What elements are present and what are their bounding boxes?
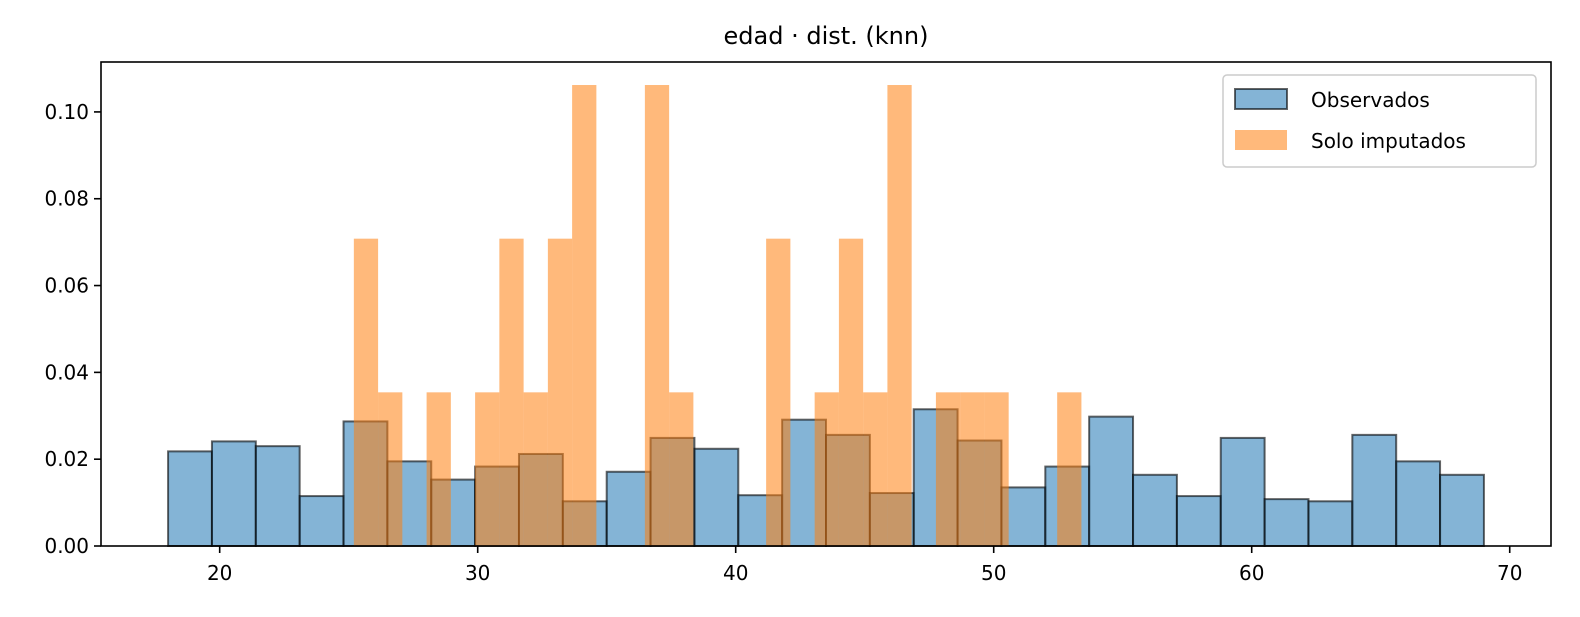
bar-observados-25 (1263, 498, 1310, 547)
x-tick-label-20: 20 (207, 561, 232, 585)
chart-title: edad · dist. (knn) (724, 22, 929, 50)
bar-observados-28 (1395, 460, 1442, 548)
legend-swatch-observados (1234, 88, 1288, 110)
y-tick-label-1: 0.02 (44, 447, 89, 471)
bar-solo-imputados-22 (887, 85, 912, 546)
bar-observados-2 (254, 445, 301, 547)
bar-observados-24 (1219, 436, 1266, 547)
bar-solo-imputados-19 (814, 392, 839, 546)
bar-observados-12 (693, 447, 740, 547)
x-axis: 20 30 40 50 60 70 (207, 546, 1522, 585)
bar-observados-0 (167, 450, 213, 547)
y-axis: 0.00 0.02 0.04 0.06 0.08 0.10 (44, 100, 101, 558)
legend-box (1222, 74, 1537, 168)
bar-solo-imputados-5 (475, 392, 500, 546)
bar-solo-imputados-8 (547, 238, 573, 547)
axes-frame (100, 61, 1552, 547)
y-tick-label-4: 0.08 (44, 187, 89, 211)
x-tick-label-50: 50 (981, 561, 1006, 585)
x-tick-label-70: 70 (1497, 561, 1522, 585)
bar-observados-1 (210, 440, 257, 548)
bar-observados-27 (1351, 433, 1398, 548)
x-tick-label-30: 30 (465, 561, 490, 585)
bar-solo-imputados-1 (378, 392, 403, 546)
y-tick-label-5: 0.10 (44, 100, 89, 124)
bar-observados-3 (298, 495, 345, 547)
x-tick-label-40: 40 (723, 561, 748, 585)
bar-solo-imputados-29 (1057, 392, 1082, 546)
y-tick-label-0: 0.00 (44, 534, 89, 558)
legend-label-observados: Observados (1311, 88, 1430, 112)
bar-solo-imputados-24 (935, 392, 961, 546)
bar-solo-imputados-17 (766, 238, 791, 547)
bar-solo-imputados-9 (572, 85, 597, 546)
x-tick-label-60: 60 (1239, 561, 1264, 585)
legend-swatch-solo-imputados (1235, 130, 1287, 150)
series-solo-imputados (353, 85, 1082, 547)
y-tick-label-3: 0.06 (44, 274, 89, 298)
bar-solo-imputados-21 (863, 392, 888, 546)
bar-solo-imputados-7 (523, 392, 548, 546)
y-tick-label-2: 0.04 (44, 360, 89, 384)
bar-solo-imputados-0 (353, 238, 379, 547)
bar-observados-10 (605, 470, 652, 547)
bar-observados-23 (1175, 495, 1222, 547)
bar-observados-26 (1307, 500, 1354, 548)
bar-solo-imputados-13 (669, 392, 694, 546)
bar-solo-imputados-6 (499, 238, 524, 547)
legend: Observados Solo imputados (1222, 74, 1537, 168)
legend-label-solo-imputados: Solo imputados (1311, 129, 1466, 153)
bar-solo-imputados-25 (960, 392, 985, 546)
bar-observados-29 (1439, 473, 1485, 547)
bar-solo-imputados-3 (426, 392, 451, 546)
bar-observados-21 (1088, 415, 1135, 548)
bar-solo-imputados-12 (644, 85, 670, 546)
bar-observados-22 (1132, 473, 1178, 547)
bar-solo-imputados-20 (838, 238, 864, 547)
bar-solo-imputados-26 (984, 392, 1009, 546)
